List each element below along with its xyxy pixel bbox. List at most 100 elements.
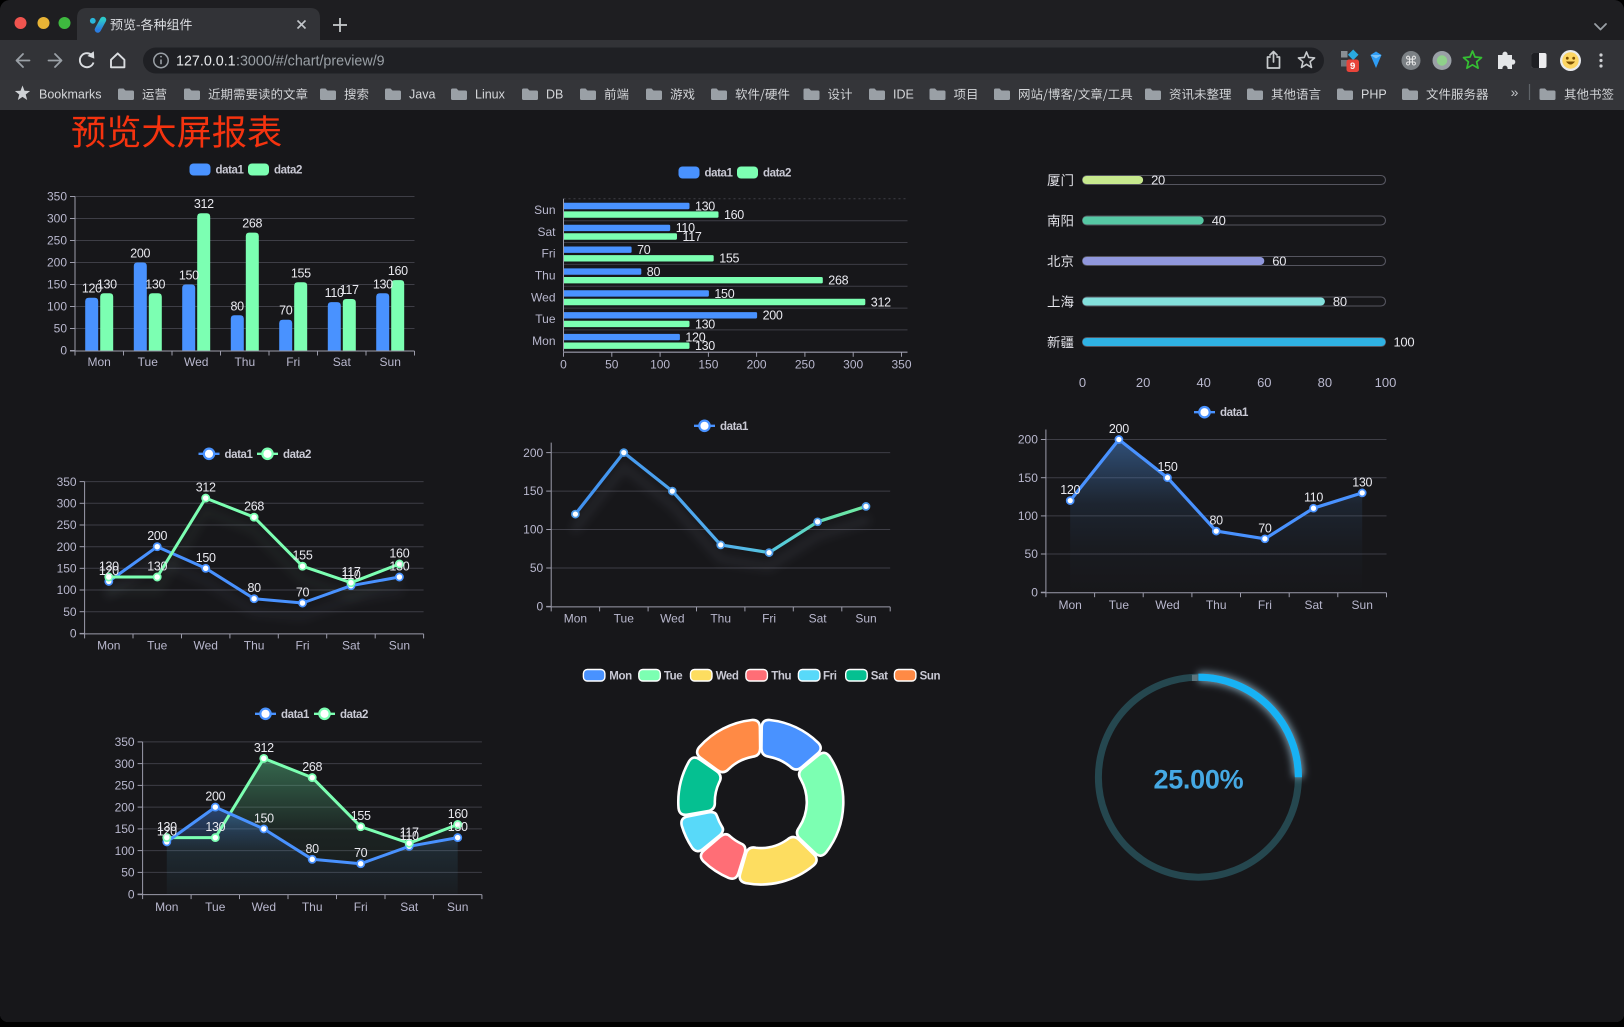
svg-text:80: 80	[1333, 294, 1347, 309]
svg-text:130: 130	[97, 277, 117, 291]
svg-text:Bookmarks: Bookmarks	[39, 87, 102, 101]
svg-text:Tue: Tue	[138, 355, 159, 369]
svg-text:160: 160	[388, 264, 408, 278]
svg-text:100: 100	[115, 844, 135, 858]
svg-text:120: 120	[99, 564, 119, 578]
svg-text:268: 268	[828, 274, 848, 288]
svg-text:Mon: Mon	[1059, 598, 1082, 612]
svg-text:117: 117	[341, 565, 360, 579]
svg-text:0: 0	[70, 627, 77, 641]
svg-text:Fri: Fri	[823, 670, 837, 682]
svg-text:80: 80	[1318, 375, 1332, 390]
svg-text:data1: data1	[705, 168, 734, 180]
svg-text:data2: data2	[763, 168, 791, 180]
svg-text:268: 268	[302, 760, 322, 774]
svg-text:268: 268	[244, 500, 264, 514]
svg-text:50: 50	[121, 866, 135, 880]
svg-text:Java: Java	[409, 87, 435, 101]
svg-text:0: 0	[1031, 585, 1038, 599]
svg-text:200: 200	[115, 800, 135, 814]
svg-text:130: 130	[389, 560, 409, 574]
svg-text:150: 150	[57, 562, 77, 576]
svg-text:130: 130	[1352, 475, 1372, 489]
svg-text:Wed: Wed	[716, 670, 739, 682]
svg-text:100: 100	[1394, 335, 1415, 350]
svg-text:data2: data2	[340, 709, 368, 721]
svg-text:0: 0	[60, 344, 67, 358]
svg-text:Thu: Thu	[710, 612, 731, 626]
svg-text:312: 312	[254, 741, 274, 755]
svg-text:130: 130	[695, 317, 715, 331]
svg-text:130: 130	[205, 820, 225, 834]
svg-text:Tue: Tue	[147, 639, 168, 653]
svg-text:268: 268	[242, 217, 262, 231]
svg-text:Tue: Tue	[535, 312, 556, 326]
svg-text:80: 80	[247, 581, 261, 595]
svg-text:Wed: Wed	[252, 900, 276, 914]
svg-text:Thu: Thu	[535, 269, 556, 283]
svg-text:100: 100	[1375, 375, 1397, 390]
svg-text:155: 155	[351, 809, 371, 823]
svg-text:80: 80	[306, 842, 320, 856]
svg-text:data1: data1	[720, 421, 749, 433]
svg-text:200: 200	[763, 309, 783, 323]
svg-text:0: 0	[128, 887, 135, 901]
svg-text:200: 200	[57, 540, 77, 554]
svg-text:150: 150	[1018, 471, 1038, 485]
svg-text:»: »	[1511, 84, 1519, 100]
svg-text:127.0.0.1: 127.0.0.1	[176, 53, 236, 69]
svg-text:Sun: Sun	[534, 203, 555, 217]
svg-text:data1: data1	[281, 709, 310, 721]
svg-text:PHP: PHP	[1361, 87, 1387, 101]
svg-text:Sat: Sat	[342, 639, 361, 653]
svg-text:117: 117	[400, 826, 419, 840]
svg-text:Thu: Thu	[771, 670, 791, 682]
svg-text:Mon: Mon	[155, 900, 178, 914]
svg-text:20: 20	[1151, 173, 1165, 188]
svg-text:Wed: Wed	[660, 612, 684, 626]
svg-text:Sat: Sat	[537, 225, 556, 239]
svg-text:Wed: Wed	[193, 639, 217, 653]
svg-text:110: 110	[400, 829, 419, 843]
svg-text:312: 312	[196, 481, 216, 495]
svg-text:Fri: Fri	[1258, 598, 1272, 612]
svg-text:117: 117	[683, 230, 702, 244]
svg-text:50: 50	[54, 322, 68, 336]
svg-text:150: 150	[698, 358, 718, 372]
svg-text:40: 40	[1212, 213, 1226, 228]
svg-text:Sun: Sun	[389, 639, 410, 653]
svg-text:312: 312	[194, 197, 214, 211]
svg-text:60: 60	[1257, 375, 1271, 390]
svg-text:Sun: Sun	[447, 900, 468, 914]
svg-text:200: 200	[1018, 433, 1038, 447]
svg-text::3000/#/chart/preview/9: :3000/#/chart/preview/9	[236, 53, 385, 69]
svg-text:70: 70	[1258, 521, 1272, 535]
svg-text:Wed: Wed	[531, 290, 555, 304]
svg-text:120: 120	[157, 824, 177, 838]
svg-text:Tue: Tue	[1109, 598, 1130, 612]
svg-text:150: 150	[523, 484, 543, 498]
svg-text:130: 130	[145, 277, 165, 291]
svg-text:0: 0	[537, 600, 544, 614]
svg-text:Wed: Wed	[184, 355, 208, 369]
svg-text:Fri: Fri	[286, 355, 300, 369]
svg-text:130: 130	[695, 339, 715, 353]
svg-text:250: 250	[57, 518, 77, 532]
svg-text:250: 250	[795, 358, 815, 372]
svg-text:Thu: Thu	[302, 900, 323, 914]
svg-text:70: 70	[279, 304, 293, 318]
svg-text:50: 50	[530, 561, 544, 575]
svg-text:Sun: Sun	[1352, 598, 1373, 612]
svg-text:20: 20	[1136, 375, 1150, 390]
svg-text:Sun: Sun	[855, 612, 876, 626]
svg-text:150: 150	[47, 278, 67, 292]
svg-text:Mon: Mon	[564, 612, 587, 626]
svg-text:100: 100	[650, 358, 670, 372]
svg-text:160: 160	[389, 547, 409, 561]
svg-text:80: 80	[1210, 514, 1224, 528]
svg-text:117: 117	[340, 283, 359, 297]
svg-text:150: 150	[179, 269, 199, 283]
svg-text:155: 155	[293, 549, 313, 563]
svg-text:100: 100	[1018, 509, 1038, 523]
svg-text:Sat: Sat	[809, 612, 828, 626]
